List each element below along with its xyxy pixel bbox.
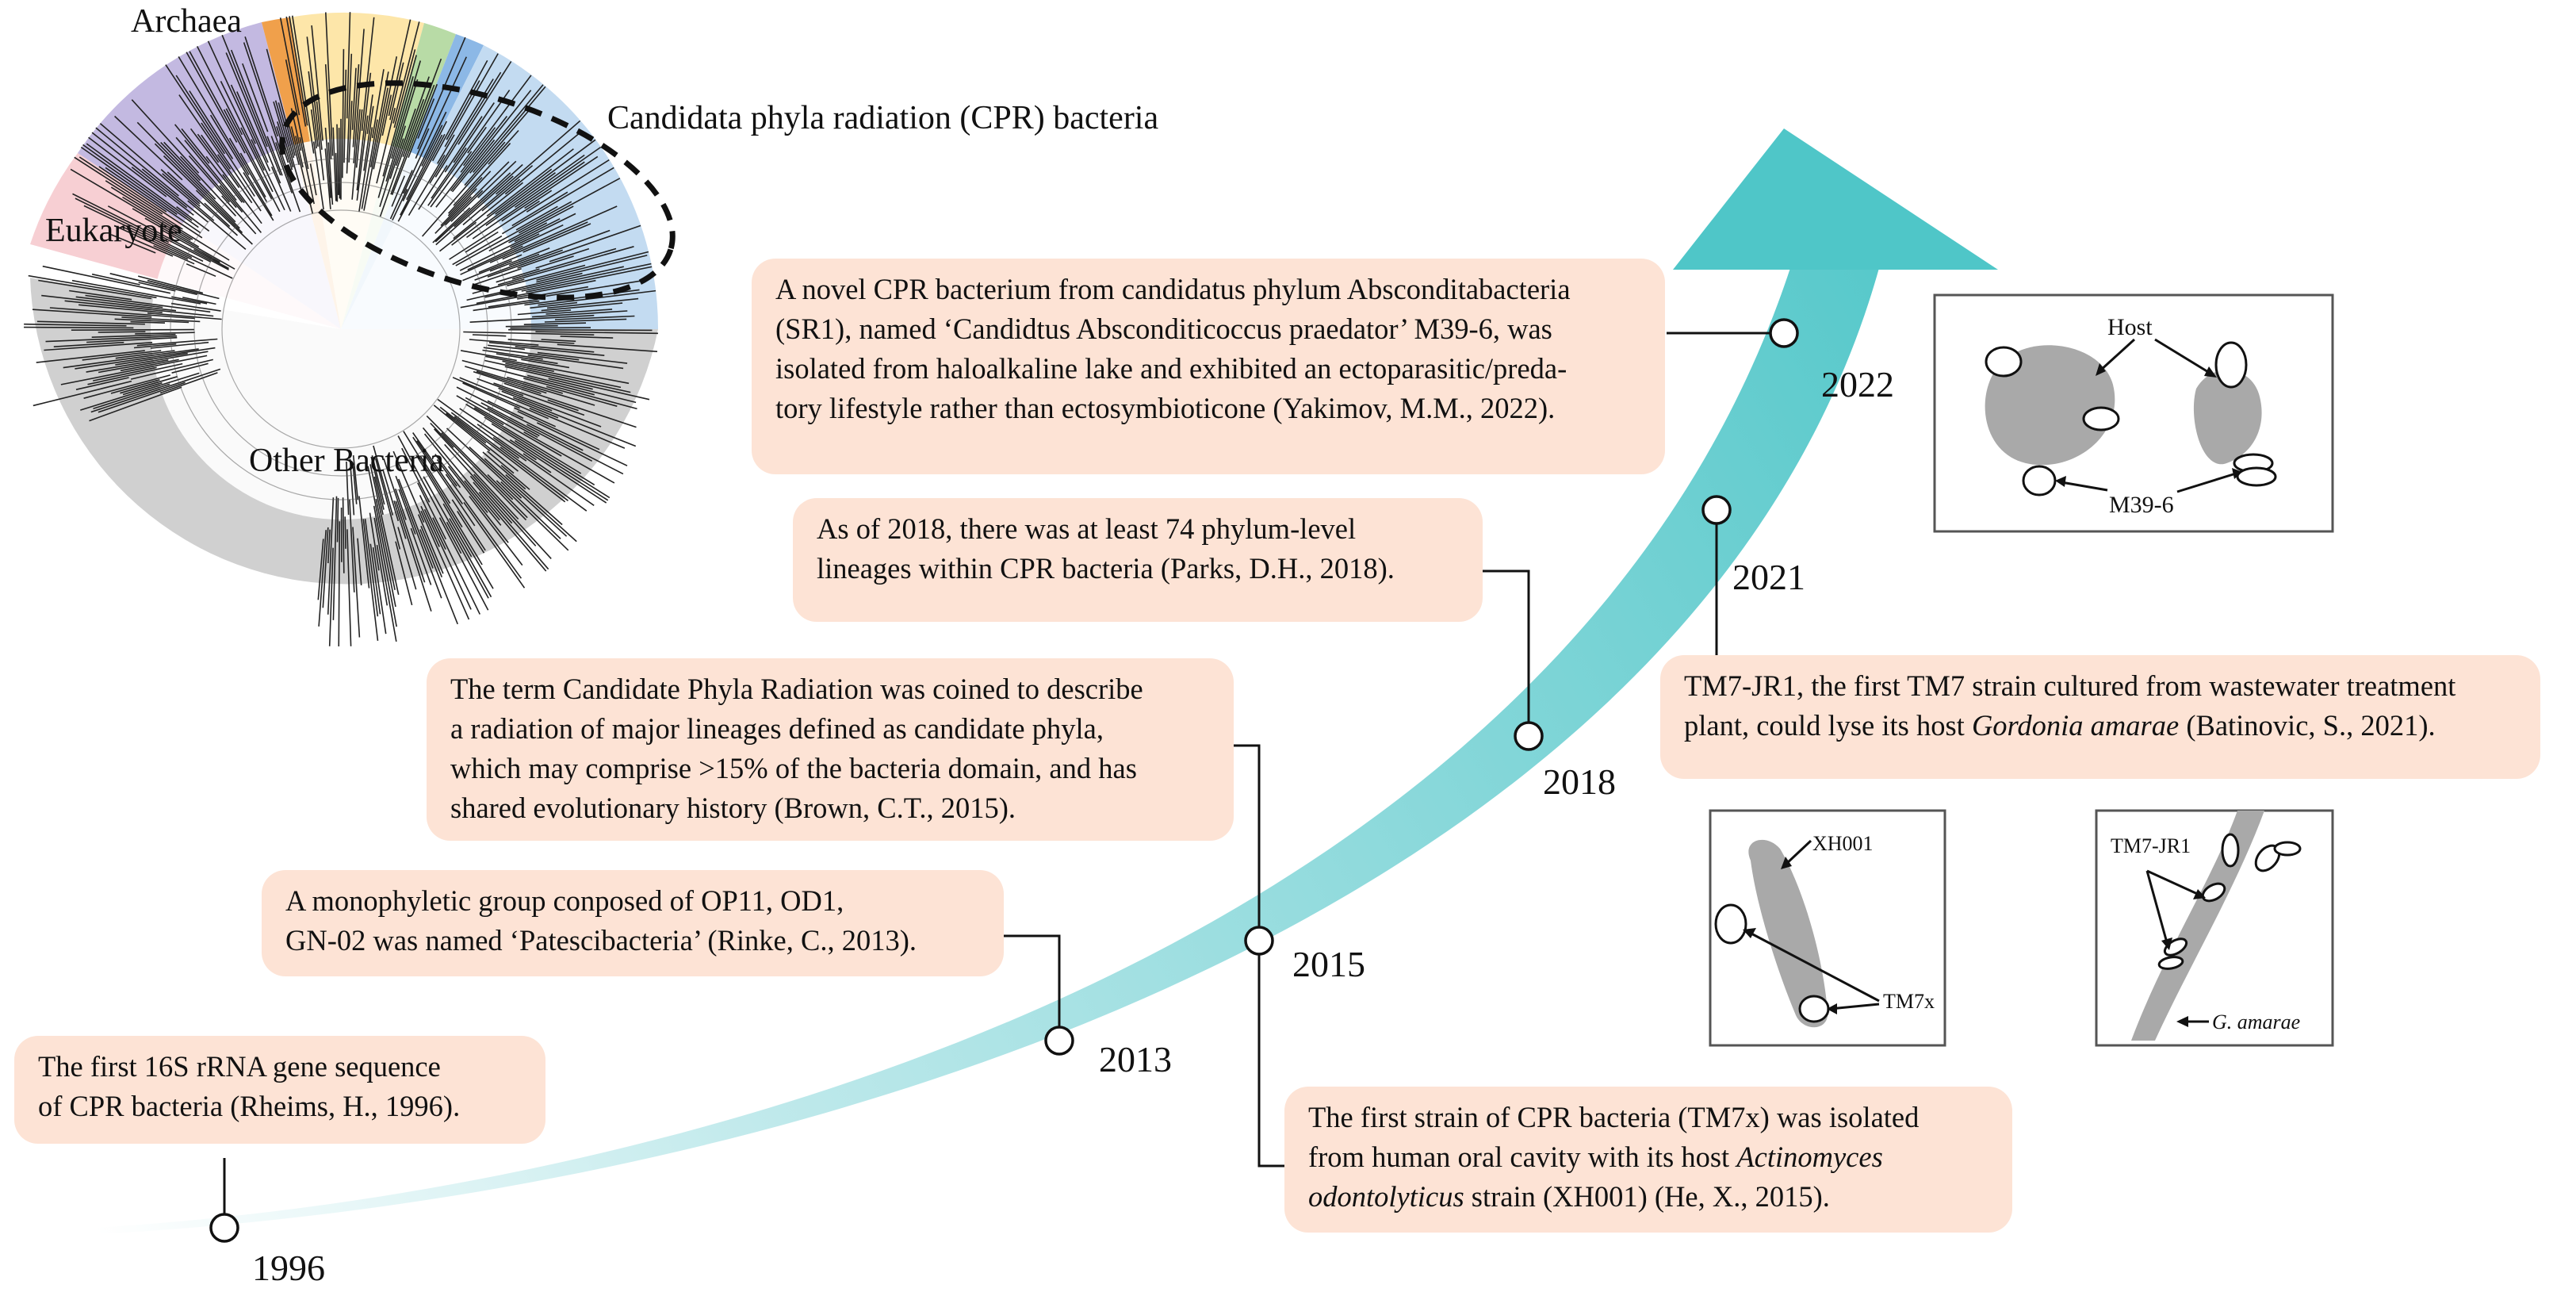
event-2013-line-2: GN-02 was named ‘Patescibacteria’ (Rinke… <box>285 924 917 957</box>
gamarae-filament <box>2131 811 2264 1041</box>
cpr-label: Candidata phyla radiation (CPR) bacteria <box>607 100 1159 136</box>
event-1996-line-2: of CPR bacteria (Rheims, H., 1996). <box>38 1090 461 1122</box>
year-2013: 2013 <box>1099 1039 1172 1079</box>
event-2013-line-1: A monophyletic group conposed of OP11, O… <box>285 884 844 917</box>
event-2018-line-1: As of 2018, there was at least 74 phylum… <box>817 512 1357 545</box>
event-2022-line-4: tory lifestyle rather than ectosymbiotic… <box>775 392 1556 424</box>
year-2015: 2015 <box>1292 944 1365 984</box>
event-2015a-line-1: The term Candidate Phyla Radiation was c… <box>450 673 1143 705</box>
event-2018-line-2: lineages within CPR bacteria (Parks, D.H… <box>817 552 1395 585</box>
event-2022-line-3: isolated from haloalkaline lake and exhi… <box>775 352 1567 385</box>
year-1996: 1996 <box>252 1248 325 1288</box>
host-label: Host <box>2107 314 2153 340</box>
event-2021-line-1: TM7-JR1, the first TM7 strain cultured f… <box>1684 669 2456 702</box>
panel-m39 <box>1933 293 2334 533</box>
event-2021-box: TM7-JR1, the first TM7 strain cultured f… <box>1660 655 2540 779</box>
tree-internal-arc <box>221 209 461 449</box>
connector-2018 <box>1475 569 1530 736</box>
event-2021-line-2-text: plant, could lyse its host <box>1684 709 1972 742</box>
event-1996-box: The first 16S rRNA gene sequence of CPR … <box>14 1036 545 1144</box>
year-2021: 2021 <box>1732 557 1805 597</box>
marker-2013 <box>1044 1026 1074 1056</box>
event-2015b-line-1: The first strain of CPR bacteria (TM7x) … <box>1308 1101 1920 1133</box>
event-2021-line-2: plant, could lyse its host Gordonia amar… <box>1684 706 2517 746</box>
event-2018-box: As of 2018, there was at least 74 phylum… <box>793 498 1483 622</box>
tm7jr1-label: TM7-JR1 <box>2111 834 2191 857</box>
event-2021-citation: (Batinovic, S., 2021). <box>2179 709 2436 742</box>
tree-internal-arc <box>170 158 512 500</box>
event-2015a-box: The term Candidate Phyla Radiation was c… <box>427 658 1234 841</box>
tm7x-label: TM7x <box>1883 990 1935 1013</box>
event-2015b-line-2-text: from human oral cavity with its host <box>1308 1141 1737 1173</box>
event-2015b-host-species: odontolyticus <box>1308 1180 1464 1213</box>
event-2015b-host-genus: Actinomyces <box>1736 1141 1883 1173</box>
marker-2022 <box>1769 318 1799 348</box>
marker-2021 <box>1701 495 1732 525</box>
eukaryote-label: Eukaryote <box>45 213 182 249</box>
connector-lines <box>223 332 1784 1228</box>
gamarae-label: G. amarae <box>2212 1010 2301 1033</box>
event-2015b-box: The first strain of CPR bacteria (TM7x) … <box>1284 1087 2012 1233</box>
tree-branch-lines <box>24 12 658 646</box>
archaea-label: Archaea <box>131 3 242 40</box>
phylogenetic-tree <box>24 12 676 646</box>
timeline-arrow-body <box>95 268 1879 1234</box>
xh001-label: XH001 <box>1812 832 1874 855</box>
m39-label: M39-6 <box>2109 492 2174 518</box>
timeline-arrow-head <box>1673 128 1998 270</box>
event-2015b-line-2: from human oral cavity with its host Act… <box>1308 1137 1988 1177</box>
marker-2015 <box>1244 926 1274 956</box>
event-2022-line-1: A novel CPR bacterium from candidatus ph… <box>775 273 1571 305</box>
other-bacteria-label: Other Bacteria <box>249 443 445 479</box>
event-2015a-line-3: which may comprise >15% of the bacteria … <box>450 752 1137 784</box>
event-2022-box: A novel CPR bacterium from candidatus ph… <box>752 259 1665 474</box>
tree-internal-arcs <box>170 158 512 500</box>
timeline-arrow <box>95 128 1998 1234</box>
event-2015a-line-2: a radiation of major lineages defined as… <box>450 712 1104 745</box>
event-2015b-line-3-text: strain (XH001) (He, X., 2015). <box>1464 1180 1830 1213</box>
marker-2018 <box>1514 721 1544 751</box>
host-cell-right <box>2193 370 2262 465</box>
xh001-cell <box>1748 839 1828 1028</box>
event-2021-host-name: Gordonia amarae <box>1971 709 2180 742</box>
tree-branches <box>24 12 658 646</box>
panel-tm7x <box>1709 809 1946 1047</box>
tree-internal-arc <box>193 182 488 477</box>
event-2015b-line-3: odontolyticus strain (XH001) (He, X., 20… <box>1308 1177 1988 1217</box>
panel-tm7jr1 <box>2095 809 2334 1047</box>
event-2015a-line-4: shared evolutionary history (Brown, C.T.… <box>450 792 1016 824</box>
host-cell-left <box>1985 345 2115 466</box>
year-2018: 2018 <box>1543 761 1616 802</box>
year-markers <box>209 318 1799 1243</box>
event-2013-box: A monophyletic group conposed of OP11, O… <box>262 870 1004 976</box>
marker-1996 <box>209 1213 239 1243</box>
event-2022-line-2: (SR1), named ‘Candidtus Absconditicoccus… <box>775 312 1552 345</box>
event-1996-line-1: The first 16S rRNA gene sequence <box>38 1050 441 1083</box>
connector-2015b <box>1257 941 1284 1168</box>
connector-2015a <box>1221 744 1261 941</box>
connector-2013 <box>1001 934 1061 1041</box>
year-2022: 2022 <box>1821 364 1894 405</box>
